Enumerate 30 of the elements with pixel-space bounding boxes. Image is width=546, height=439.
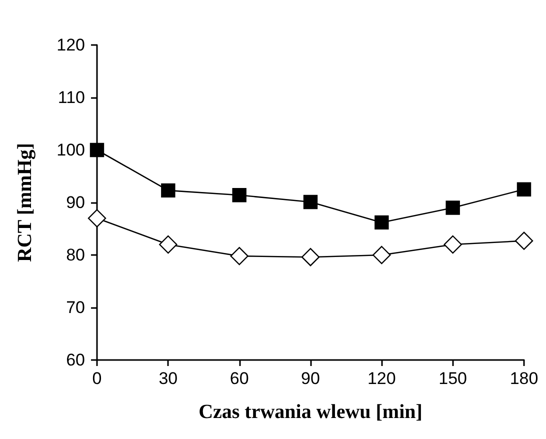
y-tick-label: 80: [66, 246, 85, 264]
y-tick-label: 60: [66, 350, 85, 370]
point: [374, 215, 389, 230]
point: [159, 235, 178, 254]
x-tick-label: 60: [230, 369, 249, 388]
point: [230, 246, 248, 266]
y-tick-label: 100: [56, 140, 85, 160]
point: [372, 246, 391, 264]
y-tick-label: 110: [58, 88, 85, 107]
point: [514, 232, 534, 250]
point: [444, 235, 462, 254]
x-tick-label: 150: [438, 369, 468, 388]
point: [232, 188, 246, 202]
point: [301, 248, 320, 266]
point: [303, 194, 318, 210]
x-tick-label: 180: [510, 369, 538, 388]
y-axis-title: RCT [mmHg]: [14, 142, 36, 262]
x-tick-label: 30: [158, 369, 178, 388]
point: [516, 182, 532, 196]
point: [88, 209, 106, 228]
x-axis-title: Czas trwania wlewu [min]: [198, 401, 422, 423]
x-tick-label: 120: [367, 369, 396, 388]
y-tick-label: 120: [56, 36, 85, 54]
point: [446, 200, 460, 215]
point: [90, 142, 104, 158]
y-tick-label: 90: [66, 193, 85, 212]
point: [161, 183, 176, 198]
y-tick-label: 70: [66, 298, 85, 317]
x-tick-label: 90: [301, 369, 320, 388]
x-tick-label: 0: [92, 369, 102, 388]
